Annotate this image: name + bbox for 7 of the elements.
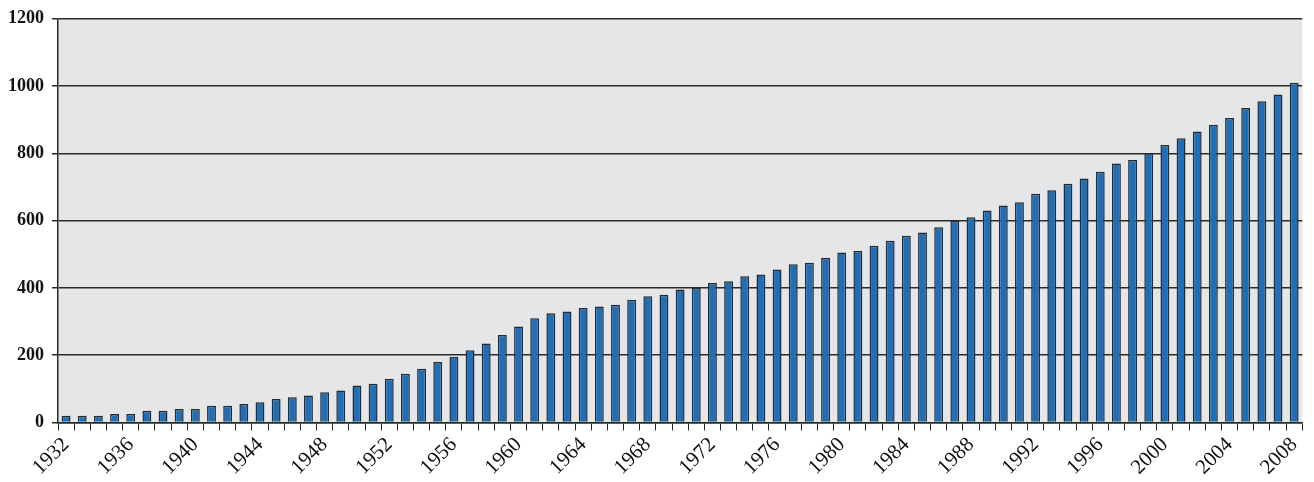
- y-tick-label: 0: [35, 411, 44, 432]
- y-tick-label: 400: [17, 276, 44, 297]
- y-tick-label: 800: [17, 142, 44, 163]
- y-tick-label: 600: [17, 209, 44, 230]
- y-tick-label: 200: [17, 343, 44, 364]
- y-tick-label: 1200: [8, 7, 44, 28]
- y-tick-label: 1000: [8, 74, 44, 95]
